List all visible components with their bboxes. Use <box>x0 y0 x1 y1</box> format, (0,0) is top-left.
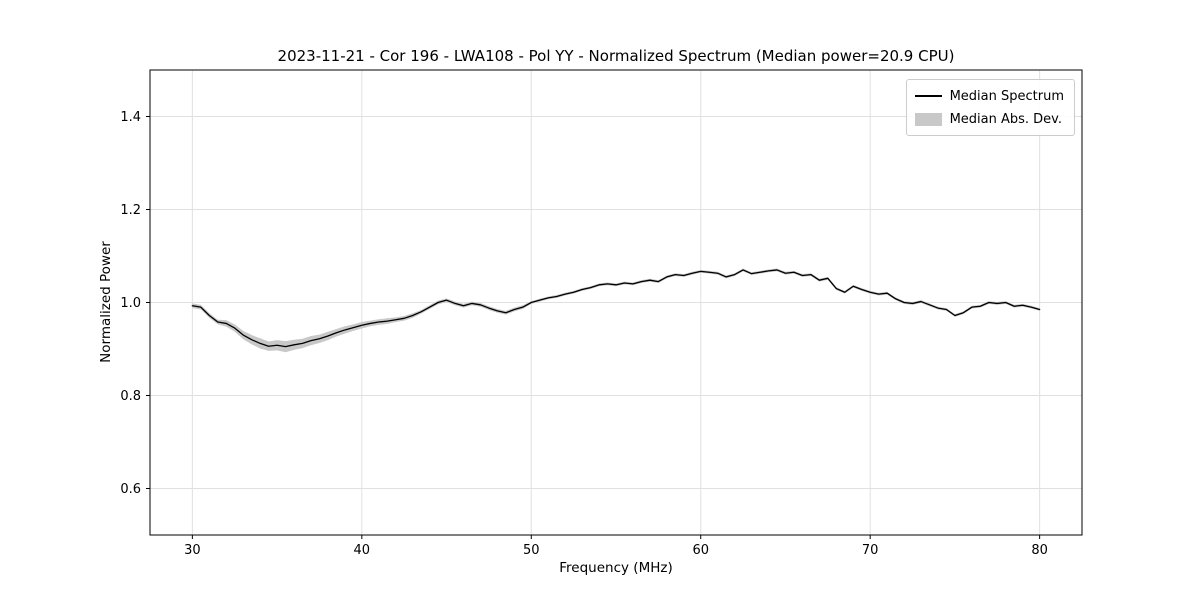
x-axis-label: Frequency (MHz) <box>559 560 673 576</box>
y-tick-label: 1.4 <box>120 110 141 125</box>
legend-entry-median-spectrum: Median Spectrum <box>914 86 1064 106</box>
mad-band <box>192 268 1040 353</box>
x-tick-label: 80 <box>1031 543 1048 558</box>
legend-label: Median Abs. Dev. <box>949 111 1063 127</box>
median-spectrum-line <box>191 269 1041 348</box>
x-tick-label: 30 <box>184 543 201 558</box>
y-tick-label: 1.2 <box>120 203 141 218</box>
legend-label: Median Spectrum <box>949 88 1064 104</box>
y-tick-label: 0.6 <box>120 482 141 497</box>
legend-entry-median-abs-dev: Median Abs. Dev. <box>914 109 1064 129</box>
legend-line-swatch <box>914 95 942 97</box>
y-tick-label: 0.8 <box>120 389 141 404</box>
chart-title: 2023-11-21 - Cor 196 - LWA108 - Pol YY -… <box>277 47 955 65</box>
y-axis-label: Normalized Power <box>98 241 114 363</box>
legend: Median Spectrum Median Abs. Dev. <box>905 79 1075 136</box>
y-tick-label: 1.0 <box>120 296 141 311</box>
x-tick-label: 40 <box>354 543 371 558</box>
legend-fill-swatch <box>914 112 942 126</box>
x-tick-label: 60 <box>692 543 709 558</box>
x-tick-label: 50 <box>523 543 540 558</box>
x-tick-label: 70 <box>862 543 879 558</box>
